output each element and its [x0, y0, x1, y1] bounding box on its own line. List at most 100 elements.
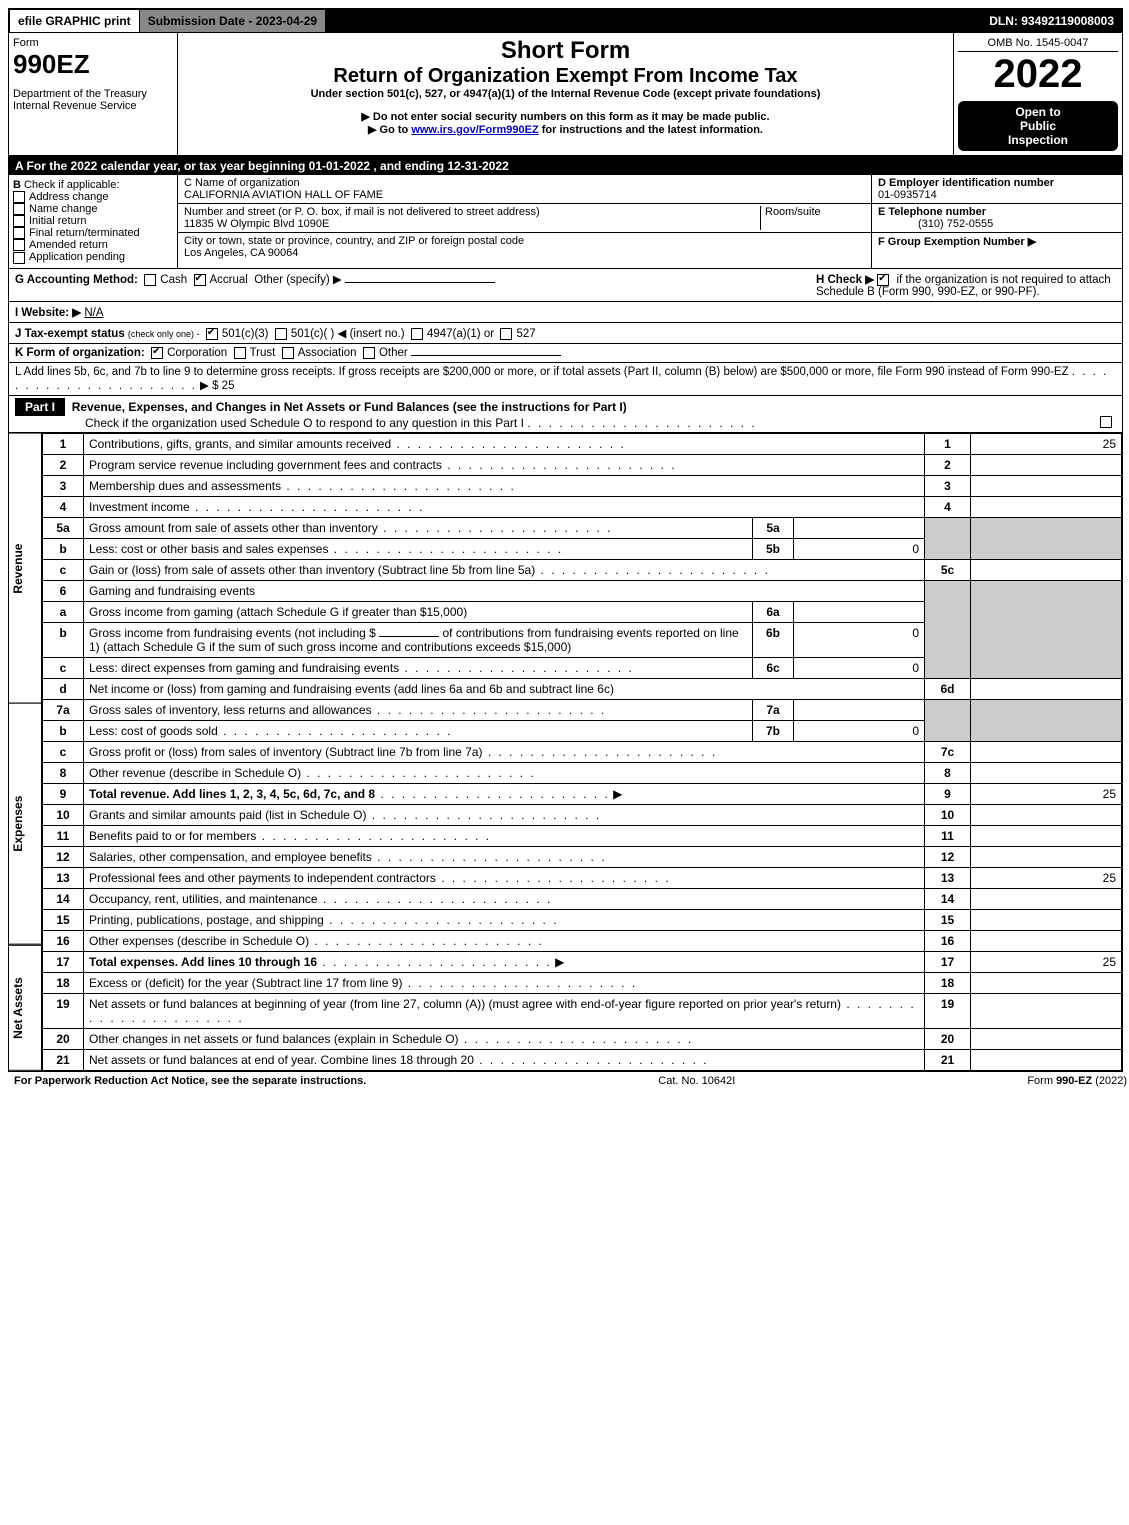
chk-accrual[interactable] [194, 274, 206, 286]
ln-13-num: 13 [43, 867, 84, 888]
ln-3-num: 3 [43, 475, 84, 496]
ln-14-val [971, 888, 1122, 909]
i-label: I Website: ▶ [15, 307, 81, 319]
footer-right-pre: Form [1027, 1075, 1056, 1087]
ln-21-num: 21 [43, 1049, 84, 1070]
ln-6a-num: a [43, 601, 84, 622]
phone-value: (310) 752-0555 [878, 218, 993, 230]
shade-cell [925, 699, 971, 741]
ln-5b-midval: 0 [794, 538, 925, 559]
form-word: Form [13, 37, 173, 49]
ln-8-val [971, 762, 1122, 783]
ln-2-desc: Program service revenue including govern… [89, 458, 442, 472]
ln-11-num: 11 [43, 825, 84, 846]
ln-4-val [971, 496, 1122, 517]
dots-icon [375, 787, 610, 801]
ln-6b-midnum: 6b [753, 622, 794, 657]
chk-501c3[interactable] [206, 328, 218, 340]
short-form-title: Short Form [182, 37, 949, 65]
ln-7a-midnum: 7a [753, 699, 794, 720]
chk-501c[interactable] [275, 328, 287, 340]
chk-corporation[interactable] [151, 347, 163, 359]
table-row: 9 Total revenue. Add lines 1, 2, 3, 4, 5c… [43, 783, 1122, 804]
dept-treasury: Department of the Treasury Internal Reve… [13, 88, 173, 112]
bullet2-post: for instructions and the latest informat… [539, 124, 763, 136]
table-row: 6Gaming and fundraising events [43, 580, 1122, 601]
other-specify-field[interactable] [345, 282, 495, 283]
ln-6d-val [971, 678, 1122, 699]
ln-14-num: 14 [43, 888, 84, 909]
room-label: Room/suite [760, 206, 865, 230]
table-row: 18Excess or (deficit) for the year (Subt… [43, 972, 1122, 993]
side-revenue: Revenue [9, 433, 42, 704]
chk-amended-return[interactable] [13, 239, 25, 251]
k-assoc: Association [298, 347, 357, 359]
ln-17-val: 25 [971, 951, 1122, 972]
table-row: 19Net assets or fund balances at beginni… [43, 993, 1122, 1028]
chk-initial-return[interactable] [13, 215, 25, 227]
chk-schedule-b[interactable] [877, 274, 889, 286]
j-opt3: 4947(a)(1) or [427, 328, 494, 340]
section-def: D Employer identification number 01-0935… [871, 175, 1122, 268]
dots-icon [318, 892, 553, 906]
ln-16-desc: Other expenses (describe in Schedule O) [89, 934, 309, 948]
ln-21-desc: Net assets or fund balances at end of ye… [89, 1053, 474, 1067]
chk-schedule-o-part1[interactable] [1100, 416, 1112, 428]
ln-10-num: 10 [43, 804, 84, 825]
chk-name-change[interactable] [13, 203, 25, 215]
ln-15-desc: Printing, publications, postage, and shi… [89, 913, 324, 927]
shade-cell [971, 517, 1122, 559]
open-public-badge: Open to Public Inspection [958, 101, 1118, 151]
footer-right: Form 990-EZ (2022) [1027, 1075, 1127, 1087]
opt-final: Final return/terminated [29, 227, 140, 239]
dots-icon [309, 934, 544, 948]
chk-other[interactable] [363, 347, 375, 359]
ln-7c-num: c [43, 741, 84, 762]
section-l: L Add lines 5b, 6c, and 7b to line 9 to … [9, 363, 1122, 396]
contrib-amount-field[interactable] [379, 636, 439, 637]
chk-4947[interactable] [411, 328, 423, 340]
table-row: dNet income or (loss) from gaming and fu… [43, 678, 1122, 699]
ln-21-lnnum: 21 [925, 1049, 971, 1070]
header-left: Form 990EZ Department of the Treasury In… [9, 33, 178, 155]
ln-18-val [971, 972, 1122, 993]
part1-check-line: Check if the organization used Schedule … [15, 416, 524, 430]
ln-2-lnnum: 2 [925, 454, 971, 475]
ln-7b-midval: 0 [794, 720, 925, 741]
chk-trust[interactable] [234, 347, 246, 359]
h-label: H Check ▶ [816, 274, 874, 286]
ln-6a-desc: Gross income from gaming (attach Schedul… [89, 605, 467, 619]
ln-7a-num: 7a [43, 699, 84, 720]
ln-1-val: 25 [971, 433, 1122, 454]
g-accrual: Accrual [210, 274, 248, 286]
opt-amended: Amended return [29, 239, 108, 251]
chk-address-change[interactable] [13, 191, 25, 203]
ln-10-desc: Grants and similar amounts paid (list in… [89, 808, 366, 822]
ln-9-lnnum: 9 [925, 783, 971, 804]
omb-number: OMB No. 1545-0047 [958, 37, 1118, 52]
chk-application-pending[interactable] [13, 252, 25, 264]
opt-name: Name change [29, 203, 98, 215]
j-label: J Tax-exempt status [15, 328, 125, 340]
k-other-field[interactable] [411, 355, 561, 356]
section-i: I Website: ▶ N/A [9, 302, 1122, 323]
k-label: K Form of organization: [15, 347, 145, 359]
ln-17-desc: Total expenses. Add lines 10 through 16 [89, 955, 317, 969]
b-label: B [13, 179, 21, 191]
org-street: 11835 W Olympic Blvd 1090E [184, 218, 760, 230]
chk-527[interactable] [500, 328, 512, 340]
ln-9-desc: Total revenue. Add lines 1, 2, 3, 4, 5c,… [89, 787, 375, 801]
ln-3-val [971, 475, 1122, 496]
chk-association[interactable] [282, 347, 294, 359]
ln-14-desc: Occupancy, rent, utilities, and maintena… [89, 892, 318, 906]
irs-link[interactable]: www.irs.gov/Form990EZ [411, 124, 538, 136]
c-name-label: C Name of organization [184, 177, 865, 189]
ln-9-val: 25 [971, 783, 1122, 804]
chk-final-return[interactable] [13, 227, 25, 239]
chk-cash[interactable] [144, 274, 156, 286]
ln-8-desc: Other revenue (describe in Schedule O) [89, 766, 301, 780]
table-row: cGross profit or (loss) from sales of in… [43, 741, 1122, 762]
ln-6-num: 6 [43, 580, 84, 601]
org-city: Los Angeles, CA 90064 [184, 247, 865, 259]
j-opt1: 501(c)(3) [222, 328, 269, 340]
